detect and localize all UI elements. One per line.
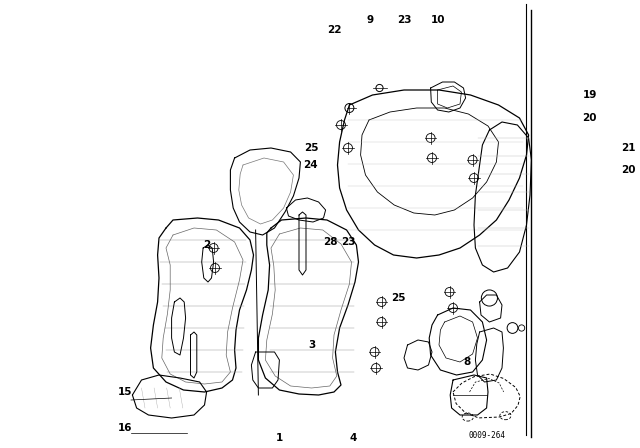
Text: 19: 19 — [582, 90, 596, 100]
Text: 8: 8 — [463, 357, 470, 367]
Text: 4: 4 — [350, 433, 357, 443]
Text: 2: 2 — [203, 240, 210, 250]
Text: 23: 23 — [397, 15, 412, 25]
Text: 20: 20 — [621, 165, 636, 175]
Text: 10: 10 — [430, 15, 445, 25]
Text: 25: 25 — [305, 143, 319, 153]
Text: 3: 3 — [308, 340, 316, 350]
Text: 1: 1 — [276, 433, 283, 443]
Text: 28: 28 — [323, 237, 338, 247]
Text: 20: 20 — [582, 113, 596, 123]
Text: 15: 15 — [118, 387, 132, 397]
Text: 25: 25 — [391, 293, 406, 303]
Text: 21: 21 — [621, 143, 636, 153]
Text: 24: 24 — [303, 160, 317, 170]
Text: 9: 9 — [367, 15, 374, 25]
Text: 22: 22 — [327, 25, 341, 35]
Text: 16: 16 — [118, 423, 132, 433]
Text: 0009-264: 0009-264 — [468, 431, 505, 439]
Text: 23: 23 — [340, 237, 355, 247]
